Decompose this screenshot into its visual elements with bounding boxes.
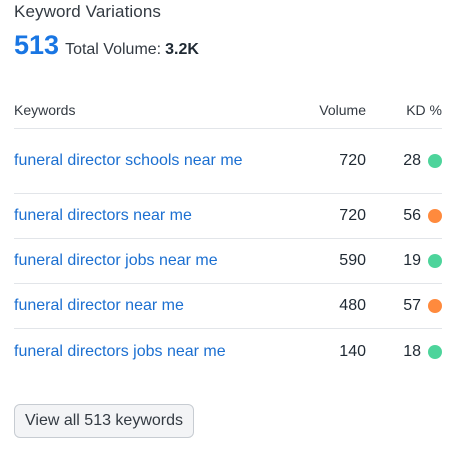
- keyword-link[interactable]: funeral director jobs near me: [14, 252, 218, 269]
- table-header: Keywords Volume KD %: [14, 92, 442, 129]
- table-row: funeral director schools near me 720 28: [14, 129, 442, 194]
- widget-title: Keyword Variations: [14, 2, 161, 21]
- view-all-keywords-button[interactable]: View all 513 keywords: [14, 404, 195, 438]
- keyword-kd: 57: [366, 297, 442, 315]
- keyword-count: 513: [14, 30, 60, 60]
- keyword-link[interactable]: funeral director near me: [14, 297, 184, 314]
- keyword-kd: 18: [366, 343, 442, 361]
- kd-value: 28: [403, 152, 421, 169]
- keyword-link[interactable]: funeral directors near me: [14, 207, 192, 224]
- kd-indicator-icon: [428, 254, 442, 268]
- keyword-volume: 590: [339, 252, 366, 269]
- keyword-link[interactable]: funeral director schools near me: [14, 152, 243, 169]
- kd-indicator-icon: [428, 344, 442, 359]
- table-row: funeral directors jobs near me 140 18: [14, 329, 442, 374]
- table-row: funeral director near me 480 57: [14, 284, 442, 329]
- keyword-volume: 480: [339, 297, 366, 314]
- kd-value: 19: [403, 252, 421, 269]
- total-volume-value: 3.2K: [165, 41, 199, 58]
- kd-value: 56: [403, 207, 421, 224]
- kd-indicator-icon: [428, 299, 442, 313]
- keyword-volume: 140: [339, 342, 366, 360]
- total-volume-label: Total Volume:: [65, 41, 162, 58]
- keyword-kd: 56: [366, 207, 442, 225]
- kd-indicator-icon: [428, 209, 442, 223]
- summary: 513 Total Volume: 3.2K: [14, 30, 199, 61]
- keyword-volume: 720: [339, 207, 366, 224]
- keyword-link[interactable]: funeral directors jobs near me: [14, 342, 226, 360]
- keywords-table: Keywords Volume KD % funeral director sc…: [14, 92, 442, 374]
- table-row: funeral director jobs near me 590 19: [14, 239, 442, 284]
- kd-value: 18: [403, 342, 421, 360]
- keyword-kd: 28: [366, 152, 442, 170]
- table-row: funeral directors near me 720 56: [14, 194, 442, 239]
- header-volume: Volume: [319, 102, 366, 118]
- keyword-volume: 720: [339, 152, 366, 169]
- kd-value: 57: [403, 297, 421, 314]
- kd-indicator-icon: [428, 154, 442, 168]
- header-keywords: Keywords: [14, 102, 76, 118]
- keyword-kd: 19: [366, 252, 442, 270]
- header-kd: KD %: [406, 102, 442, 118]
